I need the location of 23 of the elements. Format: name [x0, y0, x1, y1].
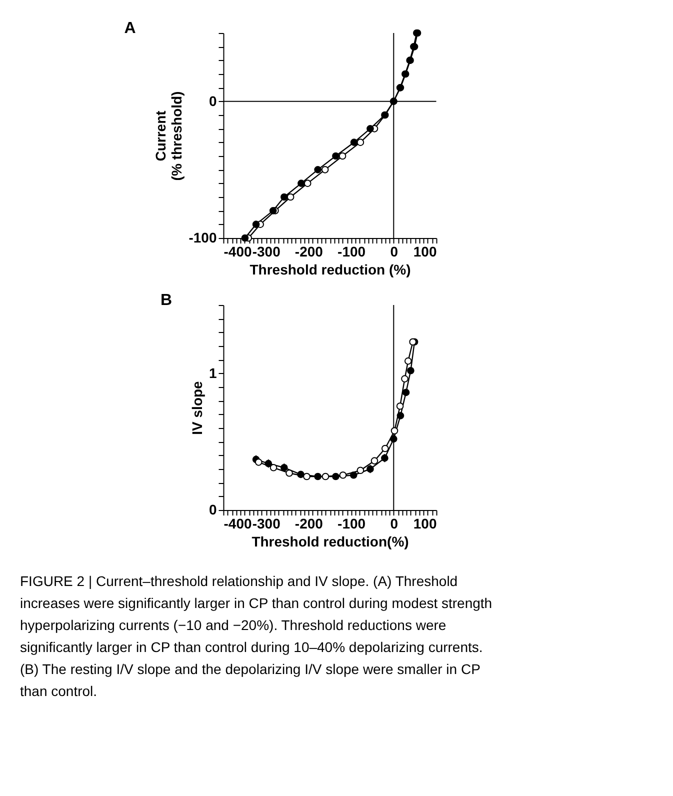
x-tick-label: 100 — [413, 244, 437, 260]
x-tick-label: -200 — [294, 244, 324, 260]
x-tick-label: 100 — [413, 516, 437, 532]
y-tick-label: 1 — [208, 364, 217, 381]
x-tick-label: -100 — [338, 516, 366, 532]
x-tick-label: 0 — [390, 516, 398, 532]
y-axis-title: Current (% threshold) — [152, 91, 185, 181]
chart-title: B — [160, 292, 172, 309]
x-tick-label: -300 — [252, 244, 281, 260]
caption: FIGURE 2 | Current–threshold relationship and IV slope. (A) Threshold increases were significantly larger in CP than control during modest strength hyperpolarizing currents (−10 and −20%). Threshold reductions were significantly larger in CP than control during 10–40% depolarizing currents. (B) The resting I/V slope and the depolarizing I/V slope were smaller in CP than control. — [20, 573, 492, 699]
y-axis-title: IV slope — [188, 380, 205, 435]
x-tick-label: -400 — [224, 244, 252, 260]
x-tick-label: -100 — [338, 244, 366, 260]
x-tick-label: 0 — [390, 244, 398, 260]
y-tick-label: -100 — [188, 230, 217, 246]
y-tick-label: 0 — [208, 502, 217, 518]
x-tick-label: -400 — [224, 516, 252, 532]
x-axis-title: Threshold reduction (%) — [250, 262, 411, 278]
x-tick-label: -200 — [294, 516, 324, 532]
y-tick-label: 0 — [208, 92, 217, 109]
x-tick-label: -300 — [252, 516, 281, 532]
x-axis-title: Threshold reduction(%) — [252, 534, 409, 550]
chart-title: A — [124, 20, 136, 37]
